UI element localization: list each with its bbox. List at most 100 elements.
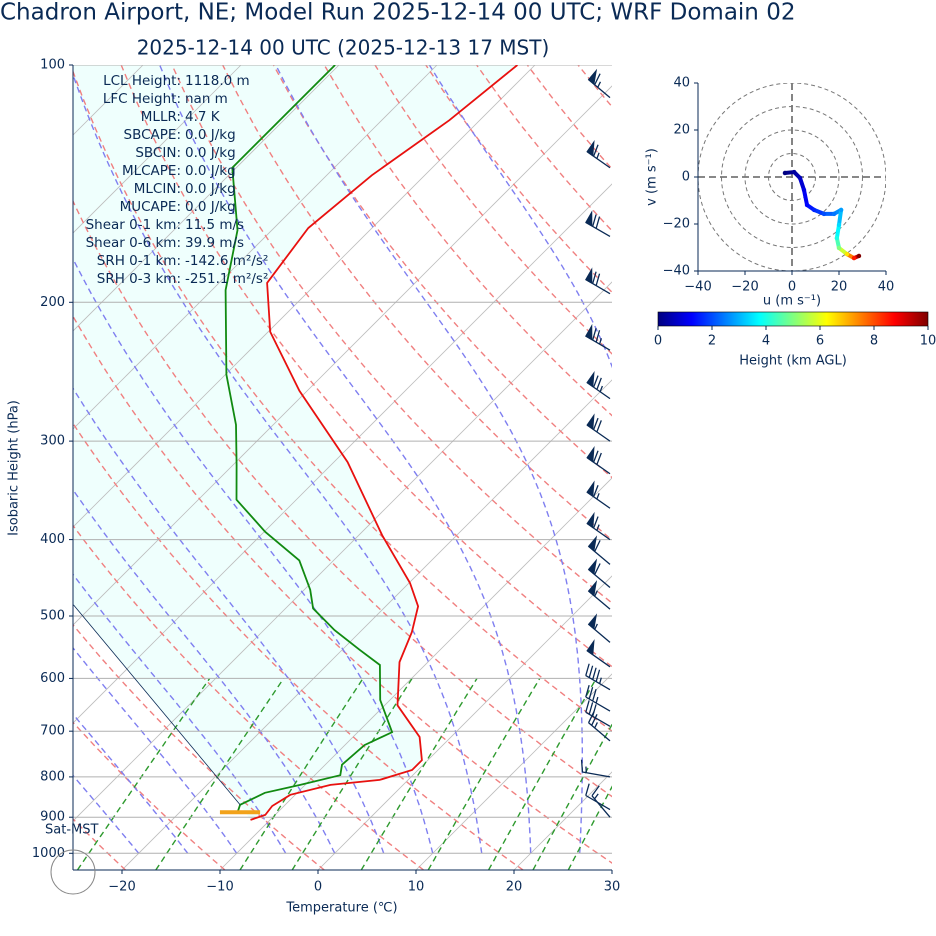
barb-pennant: [587, 613, 598, 630]
hodograph-point: [811, 207, 817, 213]
isotherm: [121, 379, 612, 870]
y-tick-label: 500: [40, 608, 65, 623]
hodograph-point: [856, 253, 862, 259]
annotation-value: nan m: [185, 91, 228, 107]
hodograph-point: [791, 169, 797, 175]
barb-pennant: [586, 480, 595, 498]
chart-title: Chadron Airport, NE; Model Run 2025-12-1…: [0, 0, 795, 26]
dry-adiabat: [680, 65, 936, 870]
skewt-plot: [73, 65, 936, 870]
isotherm: [73, 85, 612, 626]
mixing-ratio-line: [427, 678, 541, 870]
y-tick-label: 400: [40, 532, 65, 547]
barb-pennant: [587, 535, 598, 552]
annotation-value: 0.0 J/kg: [185, 181, 236, 197]
y-tick-label: 200: [40, 295, 65, 310]
hodograph-x-tick-label: 40: [878, 280, 895, 295]
hodograph-x-label: u (m s⁻¹): [763, 294, 821, 309]
hodograph-point: [836, 245, 842, 251]
annotation-value: 39.9 m/s: [185, 235, 244, 251]
hodograph-x-tick-label: −40: [684, 280, 711, 295]
annotation-value: 4.7 K: [185, 109, 221, 125]
annotation-label: LFC Height:: [103, 91, 181, 107]
barb-pennant: [586, 413, 595, 430]
annotation-label: SRH 0-3 km:: [97, 271, 181, 287]
hodograph-segment: [801, 187, 810, 207]
hodograph-point: [782, 170, 788, 176]
dry-adiabat: [883, 65, 936, 870]
y-tick-label: 1000: [32, 846, 65, 861]
wind-barb: [585, 684, 611, 712]
dry-adiabat: [73, 623, 325, 870]
wind-barb: [587, 558, 611, 588]
x-axis-label: Temperature (℃): [285, 901, 397, 916]
wind-barb: [586, 140, 611, 169]
moist-adiabat: [73, 774, 140, 854]
annotation-label: LCL Height:: [103, 73, 181, 89]
wind-barb: [580, 759, 611, 778]
y-tick-label: 300: [40, 434, 65, 449]
annotation-value: 1118.0 m: [185, 73, 250, 89]
wind-barb: [586, 413, 611, 442]
annotation-label: SBCIN:: [135, 145, 181, 161]
moist-adiabat: [428, 65, 612, 369]
hodograph-point: [821, 211, 827, 217]
wind-barb: [587, 68, 611, 99]
dry-adiabat: [730, 65, 936, 870]
isotherm: [219, 477, 612, 870]
isotherm: [513, 771, 612, 870]
hodograph-point: [801, 187, 807, 193]
wind-barb: [585, 323, 611, 351]
isotherm: [73, 65, 242, 234]
x-tick-label: 0: [314, 880, 322, 895]
barb-pennant: [587, 558, 598, 575]
mixing-ratio-line: [487, 678, 597, 870]
annotation-label: MLLR:: [141, 109, 181, 125]
skewt-overlay: 100 200 300 400 500 600 700 800 900 1000 −20 −10 0 10…: [32, 58, 620, 895]
barb-pennant: [585, 210, 593, 227]
mixing-ratio-line: [532, 723, 612, 870]
moist-adiabat: [73, 712, 189, 854]
wind-barb: [585, 267, 611, 295]
hodograph-y-tick-label: −20: [663, 217, 690, 232]
hodograph-point: [834, 235, 840, 241]
mixing-ratio-line: [567, 785, 612, 870]
annotation-value: 11.5 m/s: [185, 217, 244, 233]
isotherm: [611, 869, 612, 870]
mixing-ratio-line: [239, 678, 364, 870]
colorbar-tick-label: 8: [870, 334, 878, 349]
x-tick-label: 30: [604, 880, 621, 895]
dry-adiabat: [73, 422, 524, 870]
annotation-label: MLCAPE:: [122, 163, 181, 179]
barb-pennant: [586, 446, 595, 463]
annotation-value: 0.0 J/kg: [185, 127, 236, 143]
dry-adiabat: [577, 65, 612, 108]
wind-barb: [585, 700, 611, 727]
colorbar: [657, 311, 929, 327]
y-tick-label: 700: [40, 724, 65, 739]
barb-staff: [586, 375, 611, 400]
moist-adiabat: [73, 257, 434, 854]
isotherm: [317, 575, 612, 870]
annotation-label: Shear 0-1 km:: [86, 217, 181, 233]
barb-pennant: [585, 323, 593, 341]
dry-adiabat: [526, 65, 612, 170]
moist-adiabat: [275, 65, 583, 854]
hodograph-y-tick-label: 40: [673, 76, 690, 91]
dry-adiabat: [476, 65, 612, 232]
hodograph-y-label: v (m s⁻¹): [645, 148, 660, 206]
x-tick-label: −20: [108, 880, 135, 895]
wind-barb: [587, 580, 611, 610]
annotation-value: -142.6 m²/s²: [185, 253, 268, 269]
hodograph-y-tick-label: 20: [673, 123, 690, 138]
barb-pennant: [587, 68, 598, 86]
wind-barb: [585, 210, 611, 238]
colorbar-tick-label: 2: [708, 334, 716, 349]
annotation-value: 0.0 J/kg: [185, 163, 236, 179]
annotation-value: -251.1 m²/s²: [185, 271, 268, 287]
annotation-value: 0.0 J/kg: [185, 145, 236, 161]
hodograph-x-tick-label: −20: [731, 280, 758, 295]
mixing-ratio-line: [623, 678, 722, 870]
profile-line: [73, 604, 241, 806]
